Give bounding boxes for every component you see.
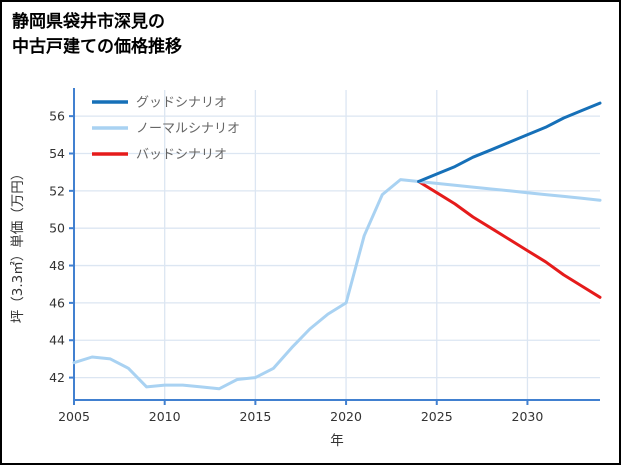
x-tick-label: 2005 <box>58 409 90 424</box>
series-line-history <box>72 178 421 391</box>
y-tick-label: 50 <box>49 221 65 236</box>
x-tick-label: 2020 <box>330 409 362 424</box>
y-tick-label: 44 <box>49 333 65 348</box>
series-line-normal <box>417 180 602 202</box>
y-tick-label: 52 <box>49 183 65 198</box>
legend-label-bad: バッドシナリオ <box>136 148 227 163</box>
x-tick-label: 2025 <box>421 409 453 424</box>
series-line-bad <box>417 180 602 299</box>
x-tick-label: 2010 <box>149 409 181 424</box>
y-axis-label: 坪（3.3㎡）単価（万円） <box>10 167 26 323</box>
chart-title-line2: 中古戸建ての価格推移 <box>12 36 182 57</box>
y-tick-label: 46 <box>49 295 65 310</box>
x-tick-label: 2015 <box>239 409 271 424</box>
x-axis-label: 年 <box>330 433 344 449</box>
chart-title-line1: 静岡県袋井市深見の <box>12 12 165 32</box>
y-tick-label: 42 <box>49 370 65 385</box>
series-line-good <box>417 101 602 183</box>
legend-label-good: グッドシナリオ <box>136 96 227 111</box>
y-tick-label: 54 <box>49 146 65 161</box>
chart-title: 静岡県袋井市深見の 中古戸建ての価格推移 <box>12 10 182 59</box>
x-tick-label: 2030 <box>512 409 544 424</box>
y-tick-label: 48 <box>49 258 65 273</box>
legend-label-normal: ノーマルシナリオ <box>136 122 240 137</box>
y-tick-label: 56 <box>49 109 65 124</box>
